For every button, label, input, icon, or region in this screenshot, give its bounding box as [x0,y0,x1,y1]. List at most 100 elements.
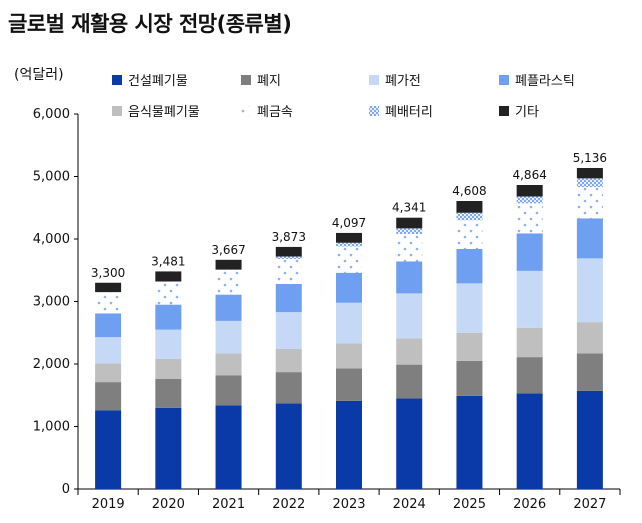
bar-segment [456,220,483,249]
bar-segment [576,258,603,323]
bar-segment [396,398,423,489]
bar-segment [456,249,483,284]
bar-segment [155,304,182,330]
bar-total-label: 3,873 [272,230,306,244]
legend-label: 폐배터리 [385,105,433,120]
chart-title: 글로벌 재활용 시장 전망(종류별) [8,12,292,36]
y-axis-unit-label: (억달러) [14,67,64,83]
bar-total-label: 3,667 [211,243,245,257]
bar-segment [275,349,302,373]
x-tick-label: 2021 [212,497,245,512]
bar-segment [155,281,182,305]
bar-segment [155,271,182,282]
bar-total-label: 4,341 [392,201,426,215]
bar-segment [576,390,603,489]
bar-segment [336,242,362,247]
bar-total-label: 4,864 [512,168,546,182]
bar-segment [275,256,302,259]
axis-layer: 0 1,000 2,000 3,000 4,000 5,000 6,000 2019 2020 2… [33,107,621,512]
bar-segment [95,313,122,338]
bar-segment [516,203,543,234]
bar-segment [336,272,362,303]
bar-segment [576,168,603,179]
x-tick-label: 2019 [92,497,125,512]
legend-label: 건설폐기물 [128,74,188,89]
x-tick-label: 2023 [332,497,365,512]
bar-segment [576,218,603,259]
y-tick-label: 5,000 [33,170,70,185]
bar-segment [396,217,423,229]
bar-segment [576,353,603,391]
bar-segment [396,293,423,339]
x-tick-label: 2025 [453,497,486,512]
bar-total-label: 3,300 [91,266,125,280]
legend-label: 폐금속 [257,105,293,120]
legend-swatch [241,75,251,85]
bar-segment [516,196,543,204]
bar-segment [516,357,543,394]
bar-total-label: 4,097 [332,216,366,230]
legend-swatch [499,75,509,85]
x-tick-label: 2020 [152,497,185,512]
bar-segment [516,185,543,197]
bar-segment [456,201,483,213]
bar-segment [95,337,122,364]
bar-segment [215,259,242,270]
bar-segment [275,372,302,404]
bar-segment [215,353,242,376]
bar-segment [336,368,362,401]
bar-segment [516,327,543,358]
y-tick-label: 6,000 [33,107,70,122]
bar-segment [336,343,362,369]
y-tick-label: 0 [62,482,70,497]
legend-swatch [241,106,251,116]
bar-segment [95,382,122,411]
bar-total-label: 4,608 [452,184,486,198]
bar-segment [396,364,423,399]
bar-segment [576,178,603,188]
bar-segment [155,379,182,408]
bar-segment [215,320,242,354]
legend-label: 기타 [515,105,539,120]
labels-layer: 3,300 3,481 3,667 3,873 4,097 4,341 4,608 4,864… [91,151,607,280]
bars-layer [95,168,603,489]
bar-segment [396,261,423,294]
bar-segment [95,282,122,293]
bar-segment [456,212,483,221]
bar-segment [95,292,122,314]
bar-segment [95,410,122,489]
x-tick-label: 2027 [573,497,606,512]
bar-segment [95,363,122,383]
y-tick-label: 4,000 [33,232,70,247]
bar-segment [456,332,483,361]
bar-segment [336,232,362,243]
bar-segment [516,270,543,328]
legend-label: 음식물폐기물 [128,105,200,120]
bar-segment [336,400,362,489]
bar-segment [215,269,242,295]
bar-total-label: 5,136 [573,151,607,165]
y-tick-label: 1,000 [33,420,70,435]
bar-segment [275,259,302,284]
legend-swatch [369,106,379,116]
bar-segment [456,395,483,489]
bar-segment [215,405,242,489]
bar-segment [396,338,423,365]
bar-segment [336,246,362,273]
legend-swatch [499,106,509,116]
x-tick-label: 2026 [513,497,546,512]
bar-segment [155,329,182,359]
bar-segment [396,234,423,262]
bar-segment [275,403,302,489]
bar-segment [576,322,603,354]
legend-label: 폐지 [257,74,281,89]
legend-swatch [112,106,122,116]
bar-segment [576,187,603,219]
bar-segment [456,360,483,396]
bar-segment [456,283,483,333]
bar-segment [155,407,182,489]
y-tick-label: 3,000 [33,295,70,310]
legend-label: 폐가전 [385,74,421,89]
